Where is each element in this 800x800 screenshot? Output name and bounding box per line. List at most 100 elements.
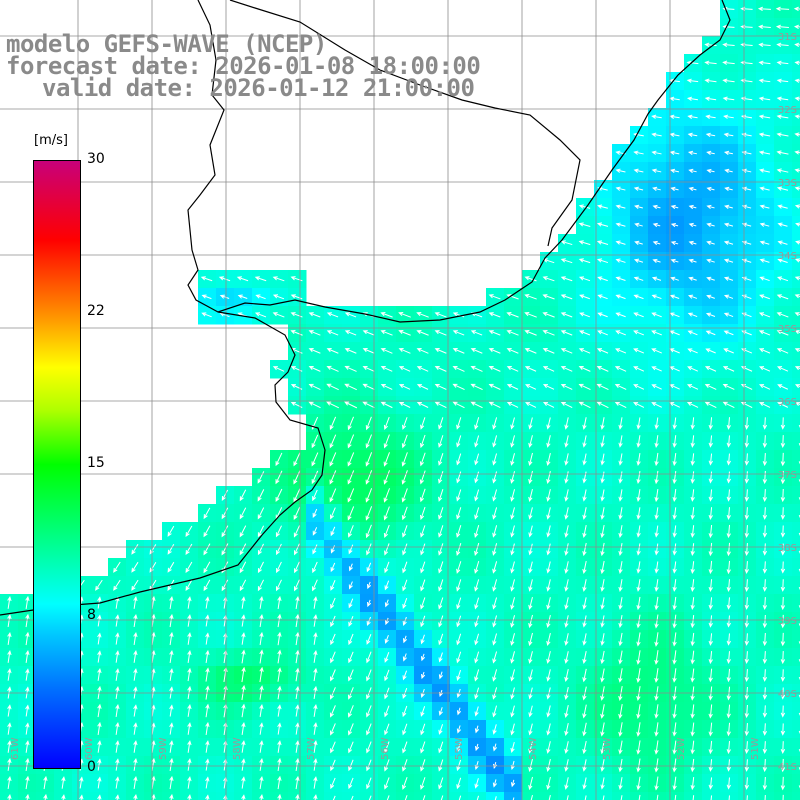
wind-arrow [652,204,661,210]
wind-cell [594,792,613,800]
wind-arrow [219,294,230,299]
wind-arrow [419,434,426,449]
wind-arrow [506,330,519,336]
wind-arrow [722,383,735,390]
wind-arrow [758,96,771,101]
wind-arrow [384,777,390,790]
wind-arrow [438,471,444,484]
wind-arrow [795,402,800,407]
wind-arrow [167,543,175,555]
wind-arrow [690,614,695,629]
wind-arrow [582,579,587,592]
wind-arrow [654,614,659,629]
wind-arrow [167,561,175,573]
wind-arrow [205,596,210,609]
wind-arrow [744,651,750,664]
wind-arrow [241,703,246,718]
wind-arrow [724,168,733,174]
wind-arrow [600,633,605,646]
wind-cell [432,792,451,800]
wind-arrow [25,631,30,646]
wind-arrow [169,722,174,735]
wind-arrow [506,384,519,390]
wind-arrow [115,740,120,753]
wind-arrow [722,96,735,101]
wind-arrow [723,294,734,299]
wind-arrow [205,740,210,753]
wind-arrow [615,294,626,300]
wind-arrow [723,132,734,137]
wind-arrow [582,524,587,539]
wind-arrow [313,614,318,627]
wind-arrow [402,543,408,556]
wind-arrow [706,294,715,299]
wind-arrow [651,348,662,354]
wind-arrow [383,452,390,467]
wind-arrow [452,330,465,336]
wind-arrow [762,651,768,665]
wind-arrow [308,401,321,409]
wind-arrow [384,543,390,556]
wind-arrow [546,723,551,736]
wind-arrow [780,705,786,718]
wind-arrow [383,434,390,449]
wind-arrow [672,740,677,755]
wind-arrow [636,453,641,466]
wind-arrow [506,366,519,372]
wind-arrow [452,348,465,354]
wind-arrow [672,776,677,791]
wind-arrow [564,615,569,628]
wind-arrow [61,776,66,789]
lon-label: 58W [232,737,243,760]
wind-arrow [708,704,713,719]
wind-arrow [366,741,372,754]
wind-arrow [456,453,462,466]
wind-cell [792,558,800,577]
wind-arrow [7,613,12,627]
wind-arrow [618,489,623,502]
wind-arrow [329,705,336,718]
wind-arrow [255,294,266,300]
wind-arrow [330,651,336,664]
valid-date: valid date: 2026-01-12 21:00:00 [42,74,475,102]
wind-arrow [510,669,515,682]
wind-arrow [187,632,192,645]
wind-arrow [510,453,516,466]
wind-arrow [420,759,426,772]
wind-arrow [708,417,713,430]
wind-arrow [221,543,229,556]
wind-arrow [366,616,372,627]
wind-arrow [564,633,569,646]
wind-arrow [762,525,768,538]
wind-arrow [510,651,515,664]
wind-arrow [362,365,375,372]
wind-arrow [524,294,537,300]
wind-arrow [438,543,444,556]
wind-arrow [313,667,318,682]
wind-arrow [759,240,770,245]
wind-arrow [402,705,408,718]
wind-arrow [618,561,623,574]
wind-arrow [368,795,372,800]
wind-arrow [401,470,408,485]
wind-arrow [614,348,627,354]
wind-arrow [308,365,321,372]
wind-arrow [383,506,390,521]
wind-arrow [275,452,283,467]
wind-arrow [272,366,285,372]
wind-arrow [564,525,569,538]
wind-arrow [241,614,246,627]
wind-arrow [380,401,393,409]
wind-arrow [615,168,626,173]
wind-arrow [420,777,426,790]
wind-cell [468,792,487,800]
wind-arrow [488,365,501,372]
wind-arrow [7,650,12,663]
wind-arrow [672,452,677,467]
wind-arrow [452,401,465,409]
wind-arrow [542,384,555,390]
wind-arrow [313,794,318,800]
wind-arrow [566,795,569,800]
wind-arrow [759,204,770,209]
wind-arrow [723,114,734,119]
